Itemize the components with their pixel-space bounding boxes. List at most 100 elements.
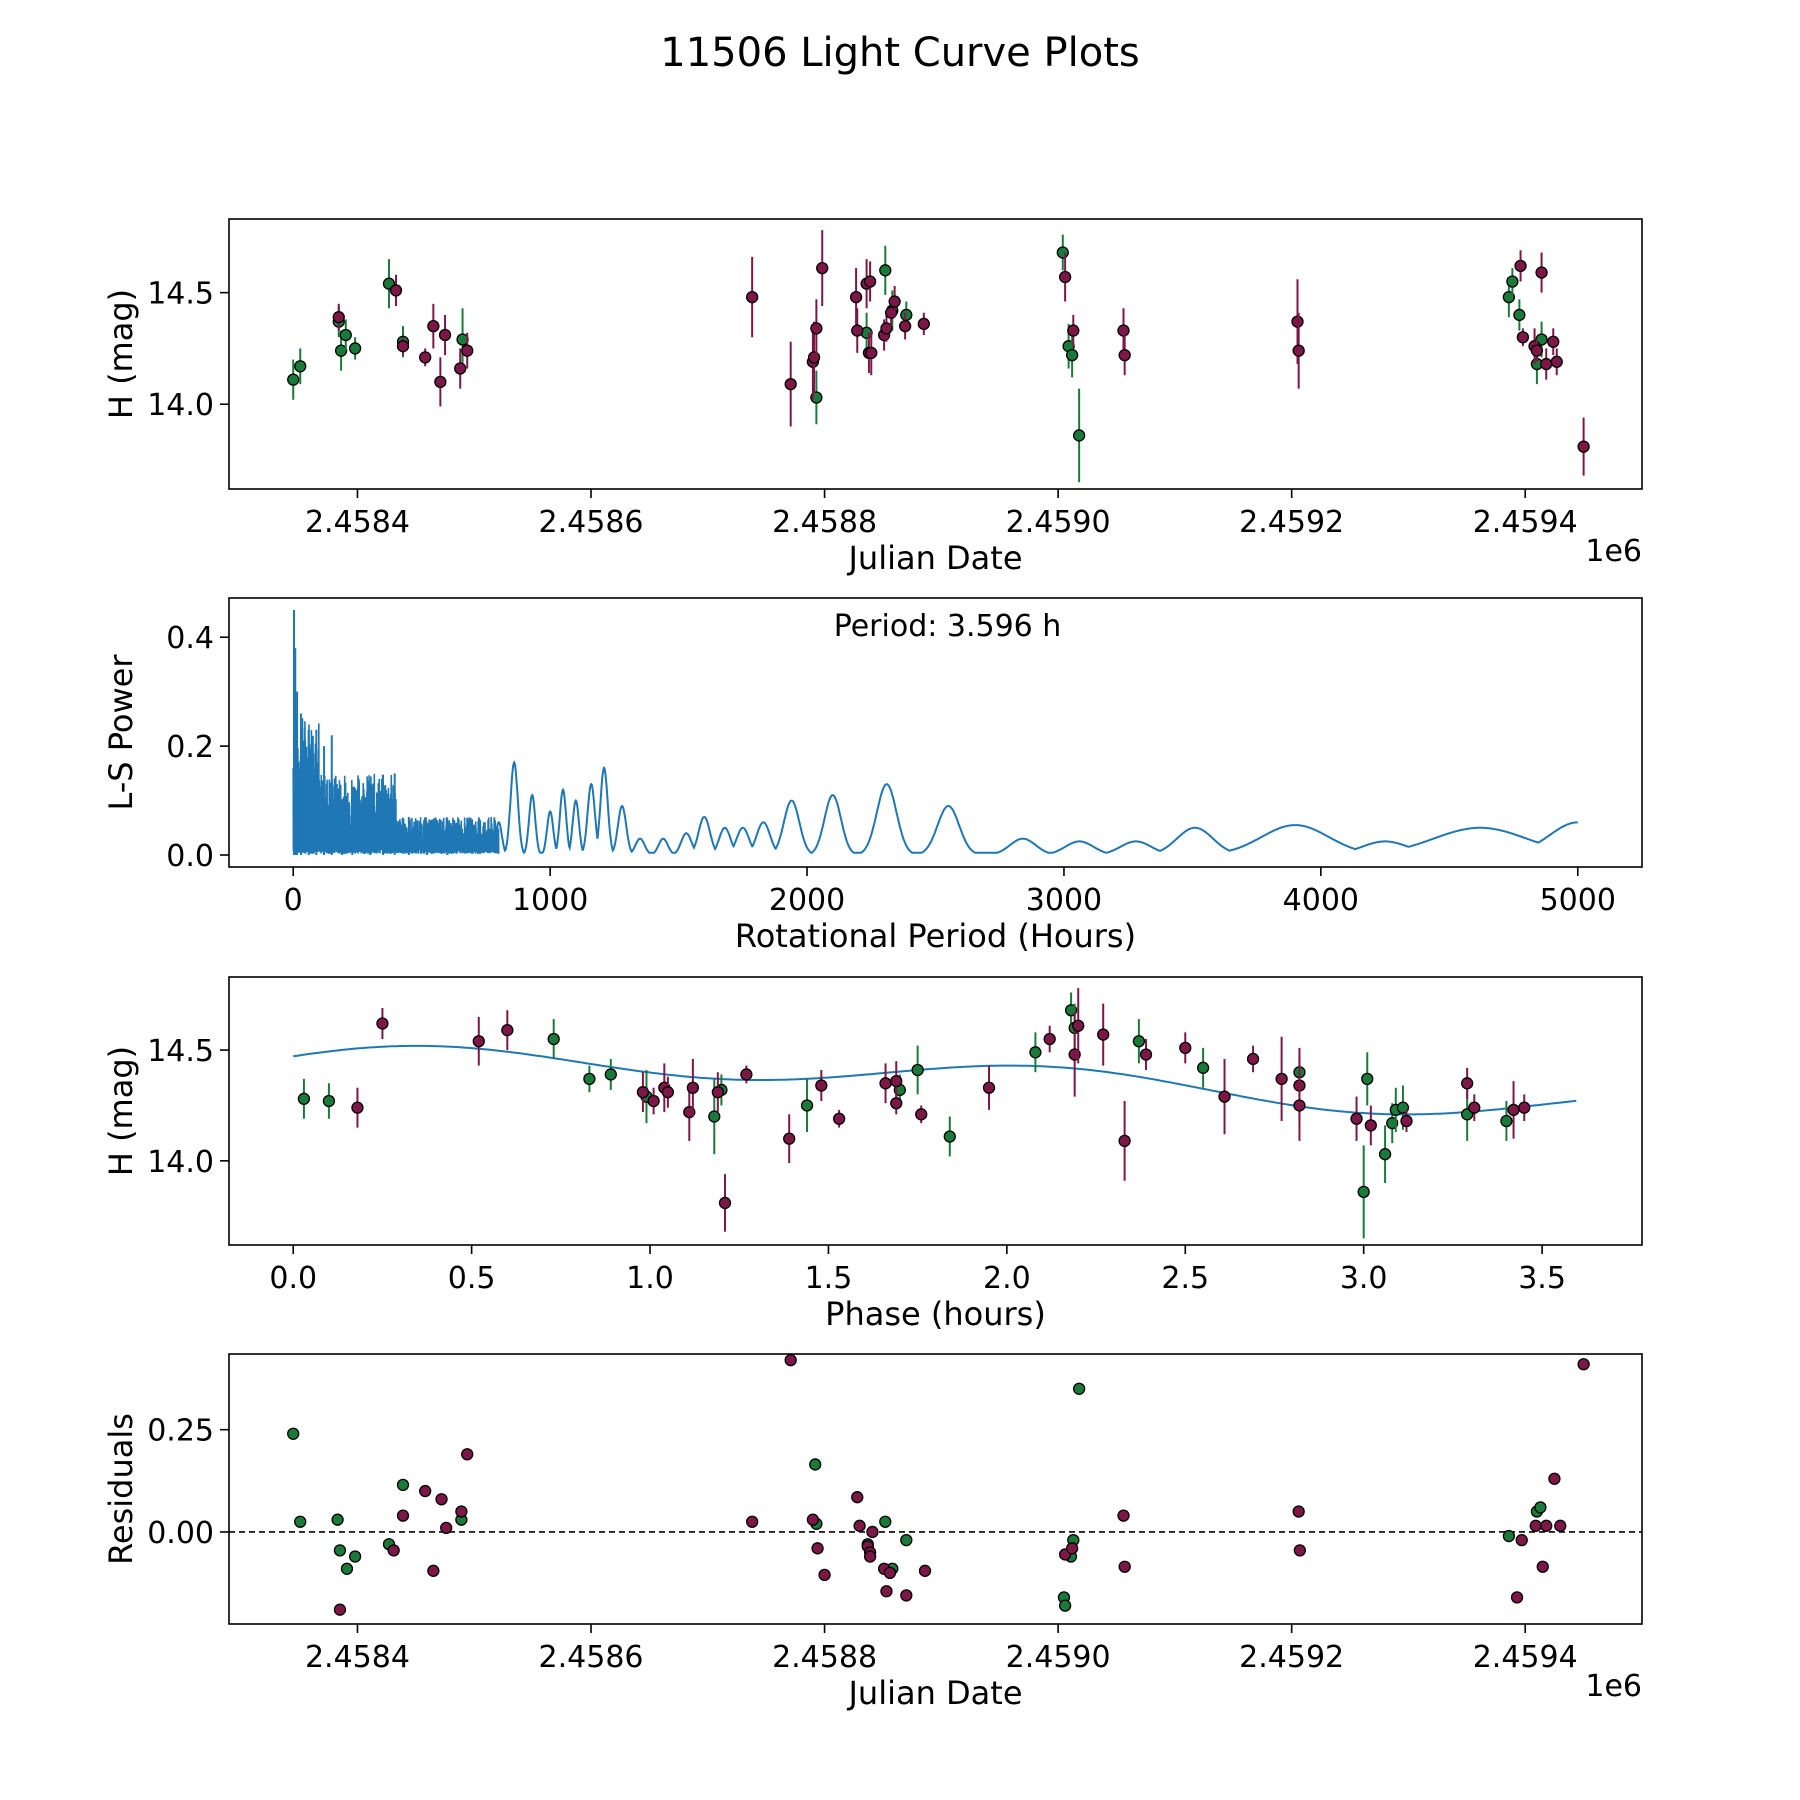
purple-point <box>880 1585 893 1598</box>
x-offset-label: 1e6 <box>1585 1669 1642 1704</box>
purple-point <box>434 375 447 389</box>
y-tick-label: 14.5 <box>147 277 214 312</box>
purple-point <box>718 1196 732 1210</box>
y-axis-label: Residuals <box>102 1413 140 1565</box>
purple-point <box>1577 1358 1590 1371</box>
green-point <box>809 1458 822 1471</box>
x-tick-label: 3.5 <box>1518 1261 1566 1296</box>
purple-point <box>783 1132 796 1145</box>
purple-point <box>1350 1112 1363 1125</box>
y-tick-label: 0.4 <box>166 621 214 656</box>
green-point <box>1534 1501 1547 1514</box>
y-tick-label: 14.0 <box>147 1145 214 1180</box>
purple-point <box>1117 324 1130 337</box>
purple-point <box>472 1035 485 1048</box>
purple-point <box>915 1108 928 1121</box>
purple-point <box>1507 1103 1520 1117</box>
x-tick-label: 5000 <box>1540 883 1616 918</box>
y-tick-label: 0.25 <box>147 1414 214 1449</box>
x-tick-label: 2.4590 <box>1006 1640 1111 1675</box>
purple-point <box>455 1505 468 1518</box>
purple-point <box>376 1017 389 1030</box>
x-tick-label: 2.4588 <box>772 505 877 540</box>
green-point <box>396 1478 410 1492</box>
purple-point <box>1292 344 1305 357</box>
purple-point <box>1043 1032 1056 1046</box>
y-axis-label: L-S Power <box>102 654 140 811</box>
purple-point <box>333 1603 347 1616</box>
purple-point <box>1117 1509 1130 1522</box>
y-axis-label: H (mag) <box>102 289 140 419</box>
purple-point <box>746 290 759 304</box>
x-axis-label: Julian Date <box>846 539 1022 577</box>
purple-point <box>1516 331 1530 344</box>
x-axis-label: Rotational Period (Hours) <box>735 917 1136 955</box>
green-point <box>1072 429 1086 442</box>
purple-point <box>746 1515 759 1528</box>
purple-point <box>784 1354 797 1367</box>
purple-point <box>810 322 823 335</box>
purple-point <box>740 1068 753 1081</box>
green-point <box>900 1533 913 1547</box>
purple-point <box>1058 270 1072 284</box>
purple-point <box>1293 1099 1306 1112</box>
purple-point <box>1577 440 1590 453</box>
green-point <box>1056 246 1069 259</box>
green-point <box>604 1068 617 1081</box>
green-point <box>1196 1061 1210 1074</box>
purple-point <box>661 1086 675 1099</box>
green-point <box>339 328 352 342</box>
x-tick-label: 2.4584 <box>305 505 410 540</box>
y-tick-label: 0.0 <box>166 839 214 874</box>
x-tick-label: 2.4592 <box>1239 1640 1344 1675</box>
plot-area <box>229 1354 1642 1616</box>
purple-point <box>1514 259 1527 273</box>
green-point <box>1029 1046 1042 1059</box>
y-axis-label: H (mag) <box>102 1046 140 1176</box>
x-tick-label: 2.4592 <box>1239 505 1344 540</box>
purple-point <box>807 351 821 364</box>
x-tick-label: 0.5 <box>448 1261 496 1296</box>
purple-point <box>1293 1544 1306 1557</box>
purple-point <box>1065 1542 1079 1555</box>
green-point <box>331 1513 344 1526</box>
purple-point <box>427 319 440 333</box>
purple-point <box>461 344 474 357</box>
green-point <box>1361 1072 1374 1086</box>
x-tick-label: 0 <box>284 883 303 918</box>
x-tick-label: 2.4588 <box>772 1640 877 1675</box>
purple-point <box>1179 1041 1192 1055</box>
purple-point <box>865 346 878 360</box>
purple-point <box>1530 344 1544 357</box>
purple-point <box>851 1491 864 1504</box>
purple-point <box>1139 1048 1153 1061</box>
x-tick-label: 3.0 <box>1340 1261 1388 1296</box>
purple-point <box>879 1077 892 1090</box>
purple-point <box>686 1081 700 1094</box>
purple-point <box>898 319 912 333</box>
purple-point <box>888 295 901 308</box>
green-point <box>547 1032 560 1046</box>
plot-area <box>293 988 1577 1239</box>
purple-point <box>818 1568 831 1582</box>
purple-point <box>427 1564 440 1577</box>
x-tick-label: 2.5 <box>1161 1261 1209 1296</box>
purple-point <box>1548 1472 1561 1485</box>
plot-frame <box>228 218 1643 490</box>
x-tick-label: 2000 <box>769 883 845 918</box>
residuals-panel: 2.4584 2.4586 2.4588 2.4590 2.4592 2.4594 0.00… <box>102 1353 1643 1712</box>
purple-point <box>351 1101 364 1114</box>
green-point <box>1378 1148 1392 1161</box>
purple-point <box>1097 1028 1110 1041</box>
x-tick-label: 0.0 <box>269 1261 317 1296</box>
purple-point <box>833 1112 846 1125</box>
purple-point <box>1554 1519 1567 1532</box>
purple-point <box>1292 1505 1305 1518</box>
green-point <box>900 308 913 322</box>
plot-area <box>292 609 1578 856</box>
green-point <box>583 1072 596 1086</box>
purple-point <box>1540 357 1553 371</box>
plot-frame <box>228 976 1643 1246</box>
purple-point <box>1518 1101 1531 1114</box>
purple-point <box>1364 1119 1377 1132</box>
